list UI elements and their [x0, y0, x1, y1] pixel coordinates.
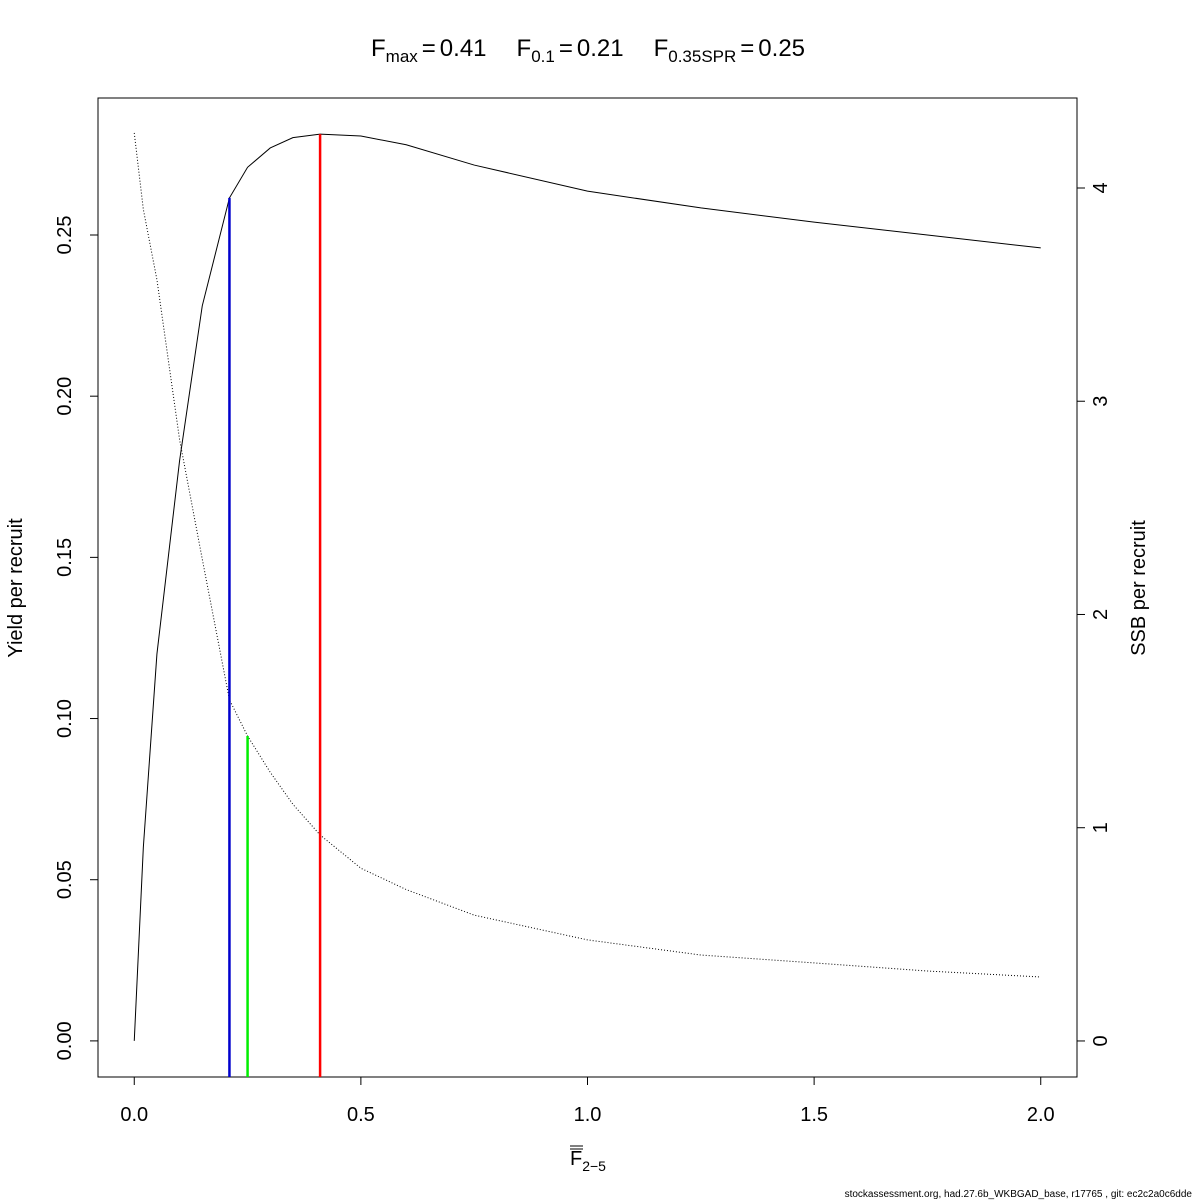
y2-tick-label: 4 — [1090, 182, 1112, 193]
x-tick-label: 2.0 — [1027, 1104, 1055, 1126]
x-tick-label: 0.0 — [120, 1104, 148, 1126]
plot-box — [97, 97, 1078, 1078]
title-symbol: F — [517, 35, 532, 62]
y-tick-label: 0.05 — [54, 860, 76, 899]
chart-title: Fmax = 0.41 F0.1 = 0.21 F0.35SPR = 0.25 — [371, 35, 805, 66]
y2-tick-label: 2 — [1090, 609, 1112, 620]
y2-tick-label: 0 — [1090, 1035, 1112, 1046]
title-relation: = — [740, 35, 754, 62]
x-label-subscript: 2−5 — [582, 1158, 606, 1174]
title-value: 0.25 — [758, 35, 805, 62]
title-relation: = — [422, 35, 436, 62]
x-tick-label: 1.0 — [574, 1104, 602, 1126]
footer: stockassessment.org, had.27.6b_WKBGAD_ba… — [845, 1189, 1193, 1200]
title-subscript: max — [386, 47, 419, 66]
x-tick-label: 0.5 — [347, 1104, 375, 1126]
title-symbol: F — [371, 35, 386, 62]
x-tick-label: 1.5 — [800, 1104, 828, 1126]
series-line — [133, 132, 1041, 978]
y-tick-label: 0.00 — [54, 1021, 76, 1060]
title-symbol: F — [654, 35, 669, 62]
y2-axis-label: SSB per recruit — [1128, 520, 1150, 656]
y-tick-label: 0.20 — [54, 377, 76, 416]
title-relation: = — [559, 35, 573, 62]
title-subscript: 0.35SPR — [668, 47, 736, 66]
title-subscript: 0.1 — [531, 47, 555, 66]
title-value: 0.41 — [440, 35, 487, 62]
x-axis-label: F2−5 — [570, 1148, 606, 1174]
x-label-symbol: F — [570, 1148, 582, 1170]
y-tick-label: 0.15 — [54, 538, 76, 577]
y2-tick-label: 1 — [1090, 822, 1112, 833]
y-tick-label: 0.25 — [54, 216, 76, 255]
y-axis-label: Yield per recruit — [5, 518, 27, 658]
y2-tick-label: 3 — [1090, 396, 1112, 407]
title-value: 0.21 — [577, 35, 624, 62]
series-line — [133, 133, 1041, 1041]
y-tick-label: 0.10 — [54, 699, 76, 738]
